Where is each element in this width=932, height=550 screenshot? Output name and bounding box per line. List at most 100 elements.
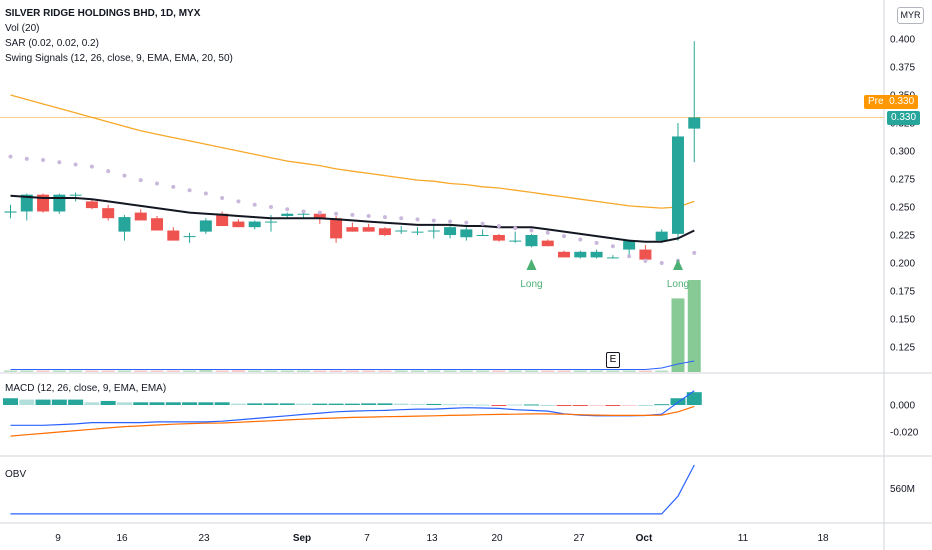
ema50-line bbox=[10, 94, 695, 209]
volume-bars bbox=[4, 280, 701, 372]
macd-histogram-bar bbox=[507, 404, 523, 406]
sar-dot bbox=[285, 207, 290, 212]
sar-dot bbox=[41, 157, 46, 162]
price-tick-label: 0.125 bbox=[890, 343, 915, 354]
volume-bar bbox=[69, 370, 83, 372]
sar-dot bbox=[659, 261, 664, 265]
obv-legend-text: OBV bbox=[5, 469, 27, 480]
sar-dot bbox=[187, 188, 192, 193]
sar-dot bbox=[545, 230, 550, 235]
macd-histogram-bar bbox=[230, 403, 246, 405]
candle-body bbox=[20, 194, 33, 212]
candle-body bbox=[476, 235, 489, 236]
macd-histogram-bar bbox=[637, 405, 653, 406]
volume-bar bbox=[476, 370, 490, 372]
candle-body bbox=[216, 213, 229, 227]
sar-dot bbox=[399, 216, 404, 221]
sar-dot bbox=[415, 217, 420, 222]
candle-body bbox=[281, 213, 294, 216]
macd-histogram-bar bbox=[51, 399, 67, 405]
volume-bar bbox=[199, 369, 213, 372]
candle-body bbox=[623, 240, 636, 250]
volume-bar bbox=[20, 370, 34, 372]
candles[interactable] bbox=[4, 41, 701, 263]
macd-histogram-bar bbox=[133, 402, 149, 405]
candle-body bbox=[183, 236, 196, 238]
volume-bar bbox=[590, 370, 604, 372]
main-legend: SILVER RIDGE HOLDINGS BHD, 1D, MYX Vol (… bbox=[5, 6, 233, 66]
macd-histogram-bar bbox=[556, 405, 572, 406]
ema20-line bbox=[10, 194, 695, 243]
macd-histogram-bar bbox=[19, 399, 35, 405]
volume-bar bbox=[362, 370, 376, 372]
candle-body bbox=[492, 235, 505, 241]
obv-pane[interactable] bbox=[10, 464, 695, 515]
sar-dot bbox=[366, 213, 371, 218]
sar-dot bbox=[627, 254, 632, 259]
long-signals: Long Long bbox=[520, 259, 689, 290]
sar-dot bbox=[692, 250, 697, 255]
volume-bar bbox=[622, 370, 636, 372]
sar-dot bbox=[448, 219, 453, 224]
macd-histogram-bar bbox=[426, 403, 442, 405]
sar-dot bbox=[252, 202, 257, 207]
earnings-marker[interactable]: E bbox=[606, 352, 620, 368]
last-price-value: 0.330 bbox=[891, 112, 917, 123]
sar-dot bbox=[610, 244, 615, 249]
chart-title: SILVER RIDGE HOLDINGS BHD, 1D, MYX bbox=[5, 8, 201, 19]
macd-histogram-bar bbox=[654, 404, 670, 406]
macd-histogram-bar bbox=[68, 399, 84, 405]
time-tick-label: Sep bbox=[293, 533, 311, 544]
price-tick-label: 0.375 bbox=[890, 63, 915, 74]
macd-histogram-bar bbox=[442, 404, 458, 406]
macd-histogram-bar bbox=[263, 403, 279, 405]
sar-dot bbox=[513, 226, 518, 231]
macd-histogram-bar bbox=[214, 402, 230, 405]
candle-body bbox=[151, 218, 164, 231]
volume-bar bbox=[297, 370, 311, 372]
long-signal-label: Long bbox=[667, 279, 689, 290]
long-signal-label: Long bbox=[520, 279, 542, 290]
volume-bar bbox=[329, 370, 343, 372]
macd-histogram-bar bbox=[361, 403, 377, 405]
time-tick-label: 13 bbox=[426, 533, 438, 544]
candle-body bbox=[395, 230, 408, 232]
macd-histogram-bar bbox=[572, 405, 588, 406]
macd-histogram-bar bbox=[523, 404, 539, 406]
candle-body bbox=[427, 230, 440, 232]
volume-bar bbox=[150, 370, 164, 372]
time-tick-label: 9 bbox=[55, 533, 61, 544]
sar-legend: SAR (0.02, 0.02, 0.2) bbox=[5, 38, 99, 49]
time-tick-label: 18 bbox=[817, 533, 829, 544]
candle-body bbox=[688, 117, 701, 129]
candle-body bbox=[362, 227, 375, 232]
price-tick-label: 0.400 bbox=[890, 35, 915, 46]
ema50-path bbox=[10, 94, 695, 209]
volume-bar bbox=[4, 370, 17, 372]
price-tick-label: 0.300 bbox=[890, 147, 915, 158]
volume-bar bbox=[280, 370, 294, 372]
volume-bar bbox=[671, 298, 685, 372]
candle-body bbox=[297, 213, 310, 215]
obv-tick-label: 560M bbox=[890, 484, 915, 495]
candle-body bbox=[509, 240, 522, 242]
sar-dot bbox=[594, 240, 599, 245]
time-tick-label: 11 bbox=[738, 533, 749, 544]
currency-badge[interactable]: MYR bbox=[897, 7, 924, 24]
time-axis[interactable]: 9 16 23 Sep 7 13 20 27 Oct 11 18 bbox=[55, 533, 829, 544]
macd-pane[interactable] bbox=[3, 390, 702, 437]
macd-histogram-bar bbox=[344, 403, 360, 405]
obv-legend: OBV bbox=[5, 467, 26, 482]
sar-dot bbox=[24, 156, 29, 161]
volume-bar bbox=[215, 370, 229, 372]
macd-histogram-bar bbox=[84, 402, 100, 405]
sar-dot bbox=[334, 211, 339, 216]
macd-histogram-bar bbox=[605, 405, 621, 406]
volume-bar bbox=[117, 370, 131, 372]
macd-histogram-bar bbox=[589, 405, 605, 406]
candle-body bbox=[102, 208, 115, 219]
sar-dot bbox=[268, 205, 273, 209]
volume-bar bbox=[638, 370, 652, 372]
vol-legend: Vol (20) bbox=[5, 23, 40, 34]
